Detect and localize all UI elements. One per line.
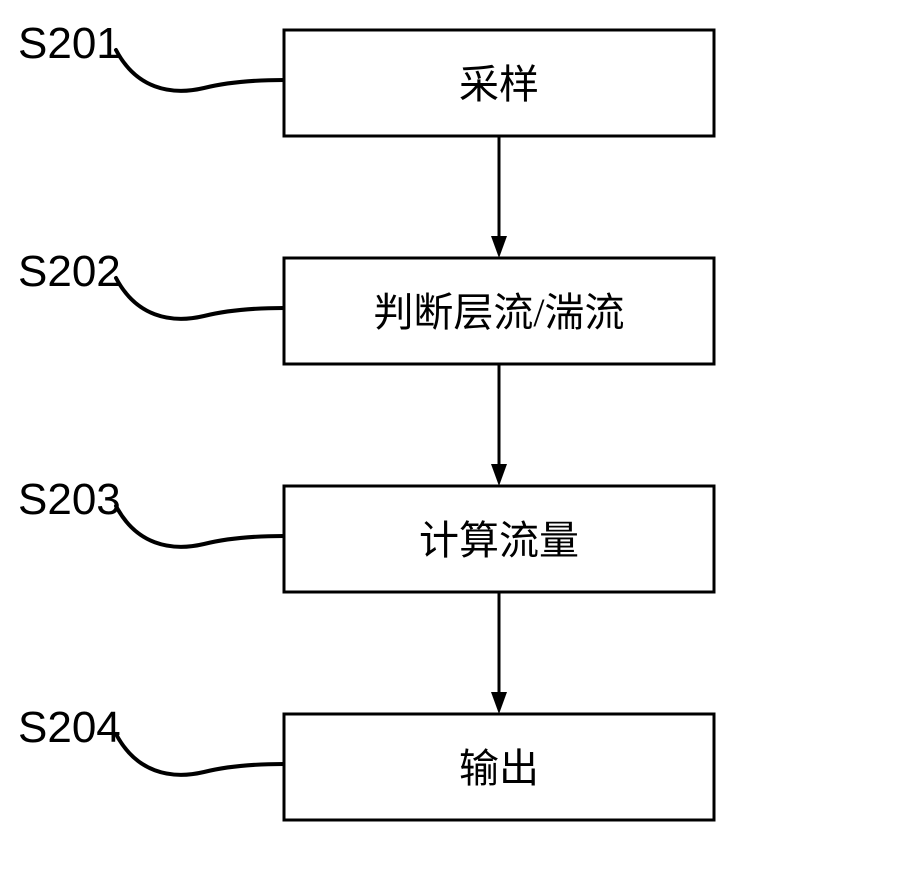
- step-label-S202: S202: [18, 247, 121, 296]
- node-label-S203: 计算流量: [419, 518, 579, 563]
- step-label-S203: S203: [18, 475, 121, 524]
- node-label-S202: 判断层流/湍流: [373, 290, 624, 335]
- node-label-S204: 输出: [459, 746, 539, 791]
- node-label-S201: 采样: [459, 62, 539, 107]
- flowchart-canvas: S201 采样 S202 判断层流/湍流 S203 计算流量 S204 输出: [0, 0, 899, 878]
- step-label-S201: S201: [18, 19, 121, 68]
- step-label-S204: S204: [18, 703, 121, 752]
